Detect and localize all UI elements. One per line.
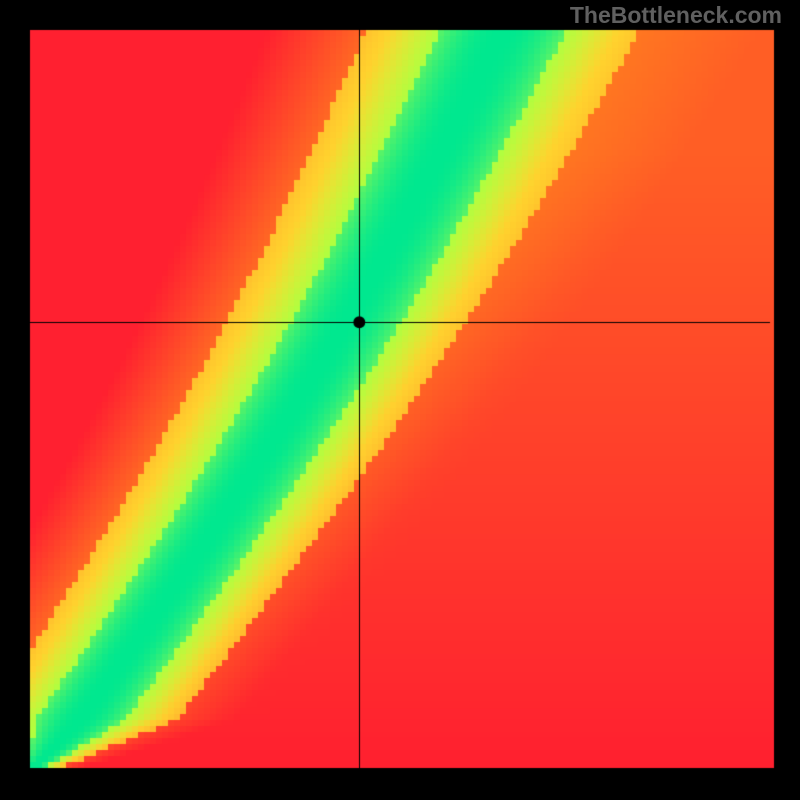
watermark-text: TheBottleneck.com [570,2,782,29]
heatmap-canvas [0,0,800,800]
chart-container: TheBottleneck.com [0,0,800,800]
